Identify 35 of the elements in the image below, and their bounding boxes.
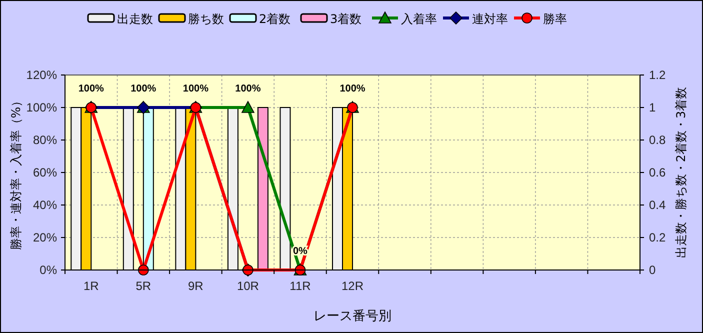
y-tick-label: 100% — [26, 100, 58, 114]
legend-label: 2着数 — [259, 12, 291, 26]
y2-axis-title: 出走数・勝ち数・2着数・3着数 — [674, 86, 688, 258]
y-tick-label: 20% — [32, 230, 58, 244]
y2-tick-label: 0.4 — [649, 198, 666, 212]
y-axis-title: 勝率・連対率・入着率（%） — [9, 94, 23, 250]
x-tick-label: 10R — [236, 279, 260, 293]
y2-tick-label: 0.6 — [649, 166, 666, 180]
y2-tick-label: 1.2 — [649, 68, 666, 82]
x-tick-label: 11R — [290, 279, 312, 293]
data-label: 100% — [182, 84, 209, 94]
data-label: 100% — [235, 84, 261, 94]
y-tick-label: 60% — [32, 166, 58, 180]
y-tick-label: 40% — [32, 198, 58, 212]
legend-label: 入着率 — [401, 12, 437, 26]
y-tick-label: 120% — [26, 68, 58, 82]
y2-tick-label: 1 — [649, 100, 656, 114]
x-tick-label: 9R — [188, 279, 204, 293]
y2-tick-label: 0.8 — [649, 133, 666, 147]
y-tick-label: 80% — [32, 133, 58, 147]
legend-label: 出走数 — [117, 12, 153, 26]
legend-label: 連対率 — [472, 12, 508, 26]
data-label: 100% — [130, 84, 156, 94]
x-tick-label: 12R — [341, 279, 364, 293]
x-tick-label: 1R — [83, 279, 100, 293]
legend-label: 3着数 — [330, 12, 362, 26]
legend-label: 勝率 — [543, 12, 567, 26]
y2-tick-label: 0 — [649, 263, 656, 277]
y-tick-label: 0% — [40, 263, 58, 277]
data-label: 100% — [340, 84, 366, 94]
legend-label: 勝ち数 — [188, 12, 224, 26]
y2-tick-label: 0.2 — [649, 230, 666, 244]
x-tick-label: 5R — [136, 279, 152, 293]
data-label: 100% — [78, 84, 104, 94]
x-axis-title: レース番号別 — [314, 309, 392, 324]
